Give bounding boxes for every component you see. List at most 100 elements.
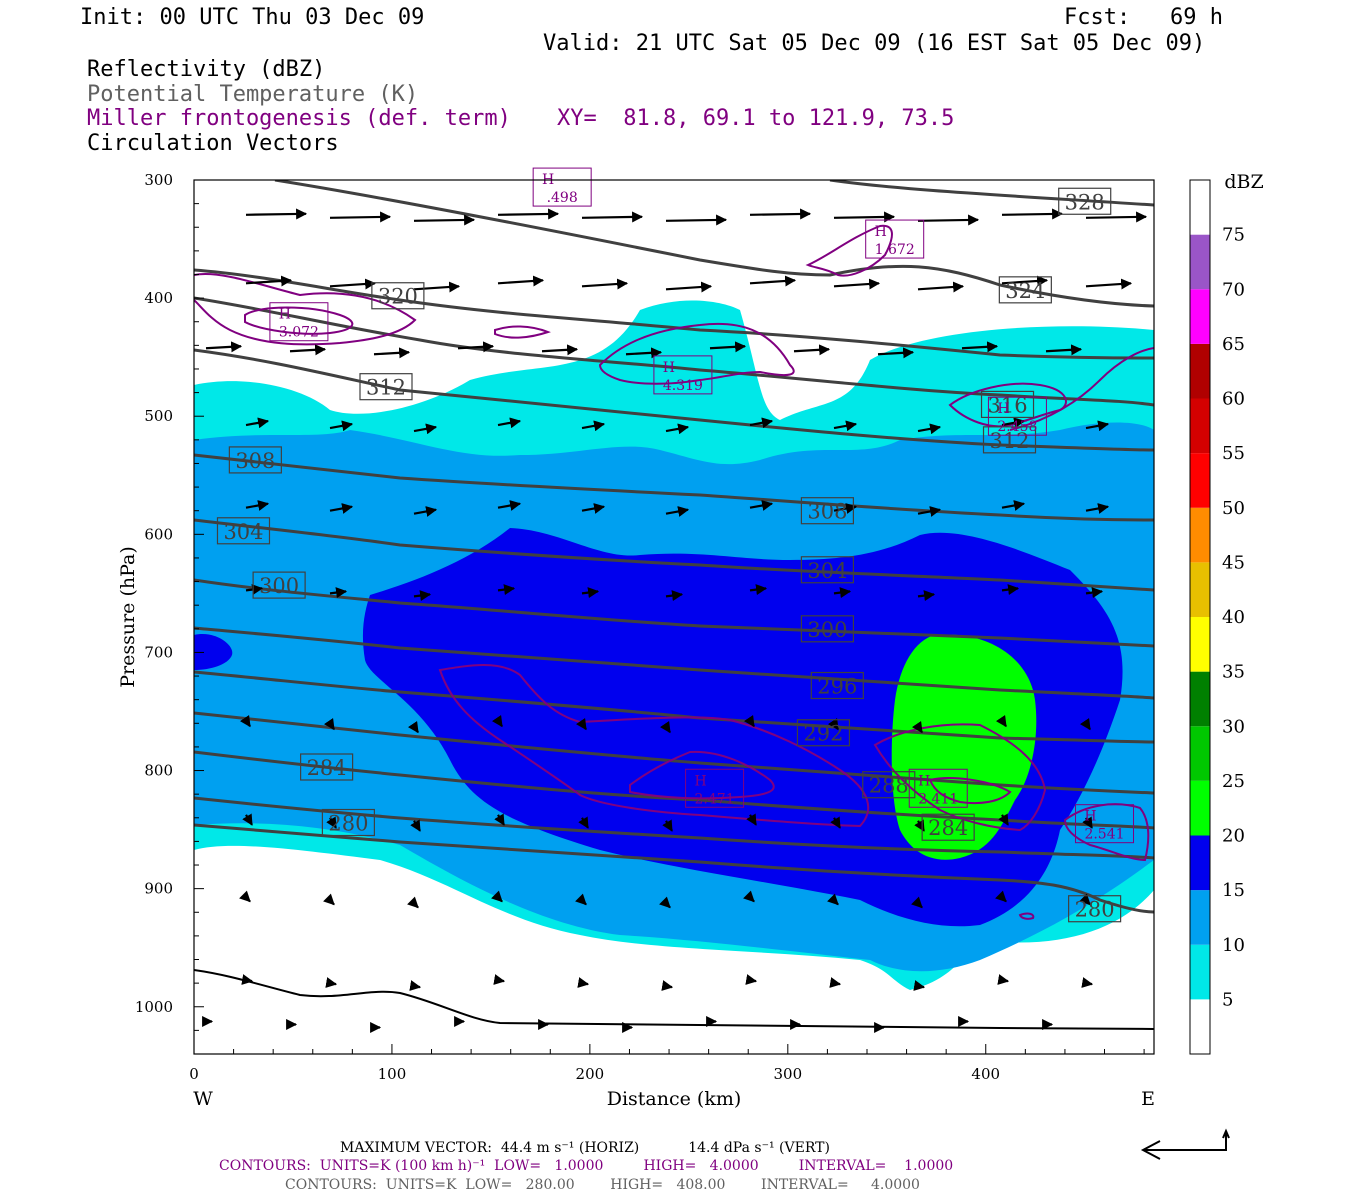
circulation-vector xyxy=(1079,893,1091,906)
circulation-vector xyxy=(329,420,354,432)
theta-label-box xyxy=(800,556,855,584)
circulation-vector xyxy=(323,893,335,906)
circulation-vector xyxy=(245,417,270,429)
circulation-vector xyxy=(659,896,671,909)
circulation-vector xyxy=(917,214,980,226)
circulation-vector xyxy=(413,214,476,226)
colorbar-segment xyxy=(1190,780,1210,836)
valid-time: Valid: 21 UTC Sat 05 Dec 09 (16 EST Sat … xyxy=(543,31,1206,56)
fronto-max-value: 2.541 xyxy=(1084,827,1124,843)
circulation-vector xyxy=(659,721,671,734)
circulation-vector xyxy=(493,974,506,985)
circulation-vector xyxy=(743,715,755,728)
circulation-vector xyxy=(827,893,839,906)
terrain-line xyxy=(194,969,1154,1030)
fronto-max-value: 2.411 xyxy=(918,791,958,807)
x-axis-east-label: E xyxy=(1141,1088,1155,1110)
circulation-vector xyxy=(1085,211,1148,223)
circulation-vector xyxy=(1085,587,1104,599)
circulation-vector xyxy=(245,275,293,287)
colorbar-level-label: 15 xyxy=(1222,880,1245,901)
theta-label: 296 xyxy=(817,675,857,699)
colorbar-segment xyxy=(1190,180,1210,235)
theta-label-box xyxy=(998,276,1052,304)
field-theta: Potential Temperature (K) xyxy=(87,82,419,107)
circulation-vector xyxy=(665,281,713,293)
circulation-vector xyxy=(917,506,942,517)
circulation-vector xyxy=(917,281,965,293)
theta-label-box xyxy=(796,719,851,747)
circulation-vector xyxy=(833,503,858,514)
y-tick-label: 400 xyxy=(144,289,173,307)
circulation-vector xyxy=(578,816,589,829)
reference-vector-arrow xyxy=(1140,1128,1230,1160)
circulation-vector xyxy=(410,819,421,832)
circulation-vector xyxy=(413,423,438,435)
colorbar-level-label: 55 xyxy=(1222,443,1245,464)
circulation-vector xyxy=(581,420,606,432)
x-tick-label: 400 xyxy=(971,1065,1000,1083)
theta-label: 304 xyxy=(223,520,263,544)
circulation-vector xyxy=(581,503,606,514)
circulation-vector xyxy=(749,208,812,220)
theta-label-box xyxy=(300,753,354,781)
fronto-label-layer: H .498 H 1.672 H 3.072 H 4.319 H 2.458 H 2.471 H 2.41… xyxy=(269,167,1135,844)
x-axis: 0 100 200 300 400 xyxy=(189,1044,1145,1083)
fronto-max-value: 4.319 xyxy=(663,378,703,394)
colorbar-segment xyxy=(1190,562,1210,617)
circulation-vector xyxy=(913,980,926,991)
circulation-vector xyxy=(323,718,335,731)
theta-label-box xyxy=(862,771,916,799)
circulation-vector xyxy=(995,890,1007,903)
colorbar-segment xyxy=(1190,890,1210,945)
colorbar-level-label: 10 xyxy=(1222,935,1245,956)
circulation-vector xyxy=(577,977,590,988)
y-tick-label: 300 xyxy=(144,171,173,189)
circulation-vector xyxy=(245,500,270,511)
colorbar-segment xyxy=(1190,453,1210,508)
y-tick-label: 1000 xyxy=(135,998,173,1016)
x-tick-label: 100 xyxy=(378,1065,407,1083)
circulation-vector xyxy=(491,890,503,903)
circulation-vector xyxy=(239,715,251,728)
circulation-vector xyxy=(625,347,663,359)
fronto-max-marker: H xyxy=(663,360,675,376)
theta-label-box xyxy=(1058,187,1112,215)
circulation-vector xyxy=(1079,718,1091,731)
circulation-vector xyxy=(829,977,842,988)
theta-label-box xyxy=(921,813,975,841)
fronto-max-box xyxy=(865,219,925,259)
theta-label: 280 xyxy=(328,812,368,836)
forecast-hour: Fcst: 69 h xyxy=(1064,5,1223,30)
circulation-vector xyxy=(497,208,560,220)
theta-label: 292 xyxy=(803,722,843,746)
circulation-vector xyxy=(833,278,881,290)
circulation-vector xyxy=(749,275,797,287)
theta-label: 328 xyxy=(1065,190,1105,214)
circulation-vector xyxy=(581,211,644,223)
field-frontogenesis: Miller frontogenesis (def. term) xyxy=(87,106,511,131)
theta-label-box xyxy=(800,615,855,643)
fronto-max-marker: H xyxy=(875,224,887,240)
circulation-vector xyxy=(1082,816,1093,829)
circulation-vector xyxy=(1045,344,1083,356)
circulation-vector xyxy=(917,423,942,435)
circulation-vector xyxy=(497,275,545,287)
fronto-max-box xyxy=(532,167,592,207)
colorbar-segment xyxy=(1190,343,1210,399)
circulation-vector xyxy=(1085,278,1133,290)
circulation-vector xyxy=(289,344,327,356)
circulation-vector xyxy=(407,721,419,734)
colorbar-frame xyxy=(1189,179,1211,1055)
circulation-vector xyxy=(245,584,264,596)
circulation-vector xyxy=(409,980,422,991)
colorbar-level-label: 65 xyxy=(1222,334,1245,355)
fronto-max-box xyxy=(908,768,968,808)
colorbar-level-label: 50 xyxy=(1222,498,1245,519)
theta-label-box xyxy=(982,426,1037,454)
plot-frame xyxy=(193,179,1155,1055)
circulation-vector xyxy=(581,278,629,290)
theta-label-box xyxy=(810,671,864,700)
y-tick-label: 600 xyxy=(144,525,173,543)
circulation-vector xyxy=(413,590,432,602)
